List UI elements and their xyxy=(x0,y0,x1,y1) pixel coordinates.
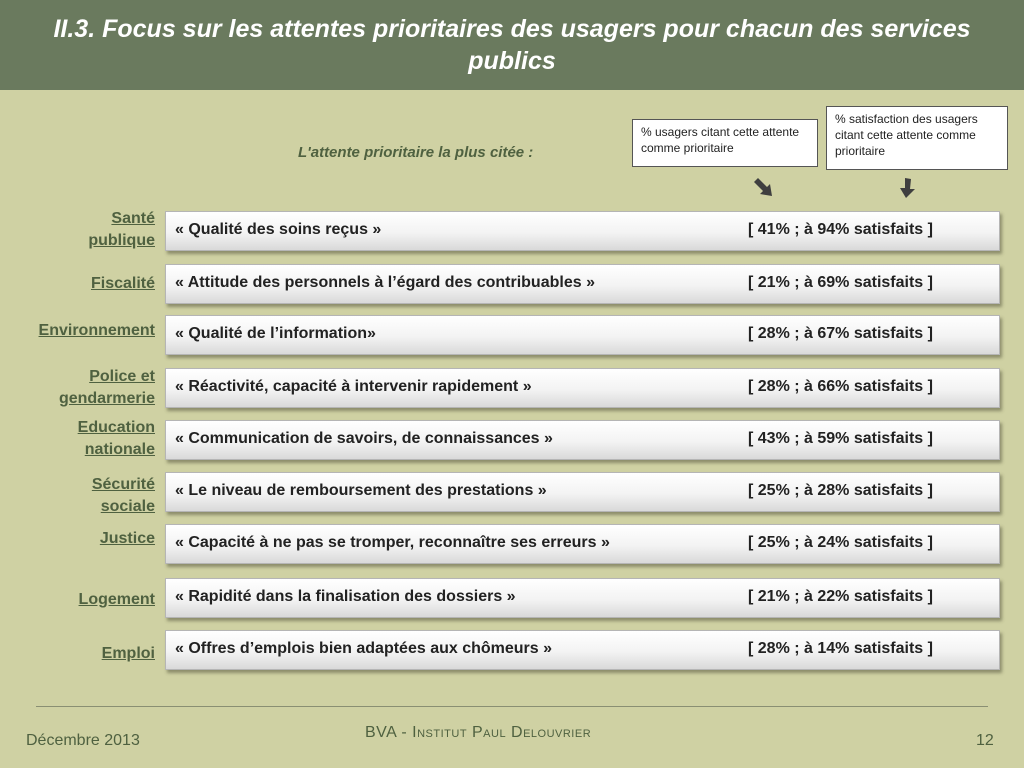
expectation-bar: « Rapidité dans la finalisation des doss… xyxy=(165,578,1000,618)
subtitle: L'attente prioritaire la plus citée : xyxy=(298,144,534,161)
legend-satisfaction: % satisfaction des usagers citant cette … xyxy=(826,106,1008,170)
expectation-stats: [ 25% ; à 24% satisfaits ] xyxy=(748,534,933,551)
expectation-stats: [ 28% ; à 66% satisfaits ] xyxy=(748,378,933,395)
expectation-text: « Rapidité dans la finalisation des doss… xyxy=(175,588,516,605)
expectation-text: « Communication de savoirs, de connaissa… xyxy=(175,430,553,447)
expectation-bar: « Capacité à ne pas se tromper, reconnaî… xyxy=(165,524,1000,564)
arrow-down-icon xyxy=(900,178,915,198)
expectation-text: « Réactivité, capacité à intervenir rapi… xyxy=(175,378,532,395)
expectation-stats: [ 28% ; à 67% satisfaits ] xyxy=(748,325,933,342)
slide-title: II.3. Focus sur les attentes prioritaire… xyxy=(53,15,971,75)
arrow-down-right-icon xyxy=(754,178,772,196)
slide-header: II.3. Focus sur les attentes prioritaire… xyxy=(0,0,1024,90)
service-label-environnement: Environnement xyxy=(38,322,155,339)
expectation-bar: « Réactivité, capacité à intervenir rapi… xyxy=(165,368,1000,408)
expectation-text: « Qualité des soins reçus » xyxy=(175,221,382,238)
service-label-fiscalite: Fiscalité xyxy=(90,275,155,292)
service-label-education: Education nationale xyxy=(77,419,155,458)
footer-divider xyxy=(36,706,988,707)
legend-usagers: % usagers citant cette attente comme pri… xyxy=(632,119,818,167)
expectation-bar: « Communication de savoirs, de connaissa… xyxy=(165,420,1000,460)
expectation-stats: [ 41% ; à 94% satisfaits ] xyxy=(748,221,933,238)
service-label-emploi: Emploi xyxy=(101,645,155,662)
expectation-bar: « Le niveau de remboursement des prestat… xyxy=(165,472,1000,512)
expectation-text: « Le niveau de remboursement des prestat… xyxy=(175,482,547,499)
service-label-justice: Justice xyxy=(99,530,155,547)
service-label-sante: Santé publique xyxy=(88,210,155,249)
expectation-bar: « Qualité des soins reçus » [ 41% ; à 94… xyxy=(165,211,1000,251)
expectation-bar: « Qualité de l’information» [ 28% ; à 67… xyxy=(165,315,1000,355)
expectation-bar: « Offres d’emplois bien adaptées aux chô… xyxy=(165,630,1000,670)
expectation-text: « Offres d’emplois bien adaptées aux chô… xyxy=(175,640,553,657)
footer-source: BVA - Institut Paul Delouvrier xyxy=(365,724,592,741)
service-label-police: Police et gendarmerie xyxy=(58,368,155,407)
expectation-stats: [ 21% ; à 22% satisfaits ] xyxy=(748,588,933,605)
expectation-text: « Attitude des personnels à l’égard des … xyxy=(175,274,595,291)
expectation-stats: [ 21% ; à 69% satisfaits ] xyxy=(748,274,933,291)
expectation-stats: [ 25% ; à 28% satisfaits ] xyxy=(748,482,933,499)
expectation-stats: [ 43% ; à 59% satisfaits ] xyxy=(748,430,933,447)
expectation-stats: [ 28% ; à 14% satisfaits ] xyxy=(748,640,933,657)
footer-date: Décembre 2013 xyxy=(26,732,140,749)
service-label-securite-sociale: Sécurité sociale xyxy=(91,476,155,515)
expectation-bar: « Attitude des personnels à l’égard des … xyxy=(165,264,1000,304)
page-number: 12 xyxy=(976,732,994,749)
service-label-logement: Logement xyxy=(78,591,155,608)
expectation-text: « Capacité à ne pas se tromper, reconnaî… xyxy=(175,534,610,551)
expectation-text: « Qualité de l’information» xyxy=(175,325,376,342)
